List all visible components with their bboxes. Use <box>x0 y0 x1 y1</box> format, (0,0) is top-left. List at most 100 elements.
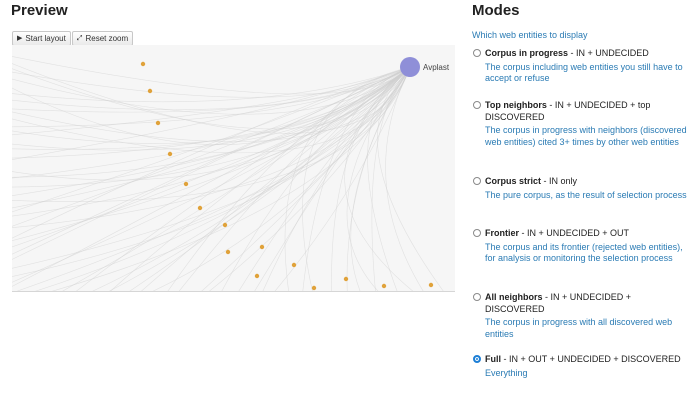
graph-edge <box>110 66 411 291</box>
graph-edge <box>302 66 411 291</box>
graph-preview-canvas[interactable]: Avplast <box>12 45 455 292</box>
graph-node[interactable] <box>254 273 260 279</box>
preview-title: Preview <box>11 2 68 19</box>
graph-node[interactable] <box>381 283 387 289</box>
graph-edge <box>238 66 411 291</box>
mode-radio-selected[interactable] <box>473 355 481 363</box>
mode-description: The corpus and its frontier (rejected we… <box>485 241 683 264</box>
graph-edge <box>12 66 411 287</box>
graph-node[interactable] <box>147 88 153 94</box>
graph-edge <box>152 66 411 291</box>
graph-edge <box>209 66 411 291</box>
start-layout-button[interactable]: ▶ Start layout <box>12 31 71 46</box>
graph-edge <box>262 66 411 291</box>
graph-edges <box>12 56 444 291</box>
mode-name: Corpus strict <box>485 176 542 186</box>
graph-edge <box>167 66 411 291</box>
graph-edge <box>12 66 411 160</box>
expand-arrows-icon: ⤢ <box>76 35 83 42</box>
graph-node[interactable] <box>428 282 434 288</box>
graph-edge <box>377 66 444 291</box>
graph-edge <box>12 66 411 283</box>
mode-radio[interactable] <box>473 293 481 301</box>
mode-description: The corpus in progress with all discover… <box>485 317 673 339</box>
graph-node[interactable] <box>225 249 231 255</box>
mode-rest: - IN + UNDECIDED + OUT <box>519 228 630 238</box>
mode-option-all-neighbors[interactable]: All neighbors - IN + UNDECIDED + DISCOVE… <box>472 292 687 340</box>
graph-node[interactable] <box>140 61 146 67</box>
graph-edge <box>346 66 411 291</box>
mode-name: Corpus in progress <box>485 48 569 58</box>
graph-edge <box>76 66 411 291</box>
graph-edge <box>12 66 411 269</box>
graph-edge <box>350 66 411 291</box>
mode-option-frontier[interactable]: Frontier - IN + UNDECIDED + OUT The corp… <box>472 228 687 265</box>
mode-option-corpus-in-progress[interactable]: Corpus in progress - IN + UNDECIDED The … <box>472 48 687 85</box>
graph-node[interactable] <box>222 222 228 228</box>
mode-radio[interactable] <box>473 101 481 109</box>
mode-radio[interactable] <box>473 177 481 185</box>
graph-edge <box>346 66 411 291</box>
graph-edge <box>367 66 411 291</box>
graph-edge <box>12 56 411 95</box>
graph-edge <box>62 66 411 291</box>
graph-node[interactable] <box>343 276 349 282</box>
mode-option-full[interactable]: Full - IN + OUT + UNDECIDED + DISCOVERED… <box>472 354 687 379</box>
graph-edge <box>12 66 411 103</box>
mode-description: Everything <box>485 367 528 378</box>
mode-name: Top neighbors <box>485 100 547 110</box>
hub-node[interactable] <box>400 57 420 77</box>
graph-edge <box>344 66 414 291</box>
mode-rest: - IN + UNDECIDED <box>568 48 649 58</box>
graph-edge <box>12 66 411 115</box>
graph-edge <box>141 66 411 291</box>
reset-zoom-button[interactable]: ⤢ Reset zoom <box>71 31 134 46</box>
hub-node-label: Avplast <box>423 63 450 72</box>
graph-edge <box>12 66 411 213</box>
mode-description: The corpus in progress with neighbors (d… <box>485 125 687 147</box>
graph-node[interactable] <box>167 151 173 157</box>
mode-radio[interactable] <box>473 229 481 237</box>
mode-rest: - IN + OUT + UNDECIDED + DISCOVERED <box>501 354 681 364</box>
graph-node[interactable] <box>259 244 265 250</box>
graph-edge <box>385 66 424 291</box>
graph-edge <box>302 66 411 291</box>
graph-edge <box>12 66 411 202</box>
mode-name: Frontier <box>485 228 520 238</box>
graph-toolbar: ▶ Start layout ⤢ Reset zoom <box>12 31 134 46</box>
network-graph: Avplast <box>12 56 450 291</box>
graph-edge <box>12 66 411 98</box>
graph-node[interactable] <box>311 285 317 291</box>
graph-edge <box>12 66 411 239</box>
mode-description: The corpus including web entities you st… <box>485 61 683 84</box>
graph-node[interactable] <box>155 120 161 126</box>
graph-edge <box>12 63 411 134</box>
modes-subtitle: Which web entities to display <box>472 30 588 40</box>
graph-edge <box>284 66 411 291</box>
mode-rest: - IN + UNDECIDED + DISCOVERED <box>485 292 632 314</box>
mode-description: The pure corpus, as the result of select… <box>485 189 687 200</box>
mode-option-corpus-strict[interactable]: Corpus strict - IN only The pure corpus,… <box>472 176 687 201</box>
graph-node[interactable] <box>183 181 189 187</box>
graph-edge <box>51 66 411 291</box>
mode-name: Full <box>485 354 501 364</box>
mode-rest: - IN + UNDECIDED + top DISCOVERED <box>485 100 651 122</box>
graph-edge <box>12 66 411 144</box>
play-icon: ▶ <box>17 35 23 42</box>
reset-zoom-label: Reset zoom <box>85 34 129 43</box>
mode-name: All neighbors <box>485 292 543 302</box>
mode-option-top-neighbors[interactable]: Top neighbors - IN + UNDECIDED + top DIS… <box>472 100 687 148</box>
graph-node[interactable] <box>291 262 297 268</box>
graph-edge <box>12 66 411 130</box>
mode-rest: - IN only <box>541 176 578 186</box>
graph-node[interactable] <box>197 205 203 211</box>
graph-edge <box>129 66 411 291</box>
graph-edge <box>12 66 411 128</box>
graph-edge <box>221 66 411 291</box>
graph-edge <box>12 66 411 178</box>
modes-title: Modes <box>472 2 520 19</box>
mode-radio[interactable] <box>473 49 481 57</box>
graph-edge <box>201 66 411 291</box>
graph-nodes <box>140 61 434 291</box>
graph-edge <box>12 66 411 209</box>
